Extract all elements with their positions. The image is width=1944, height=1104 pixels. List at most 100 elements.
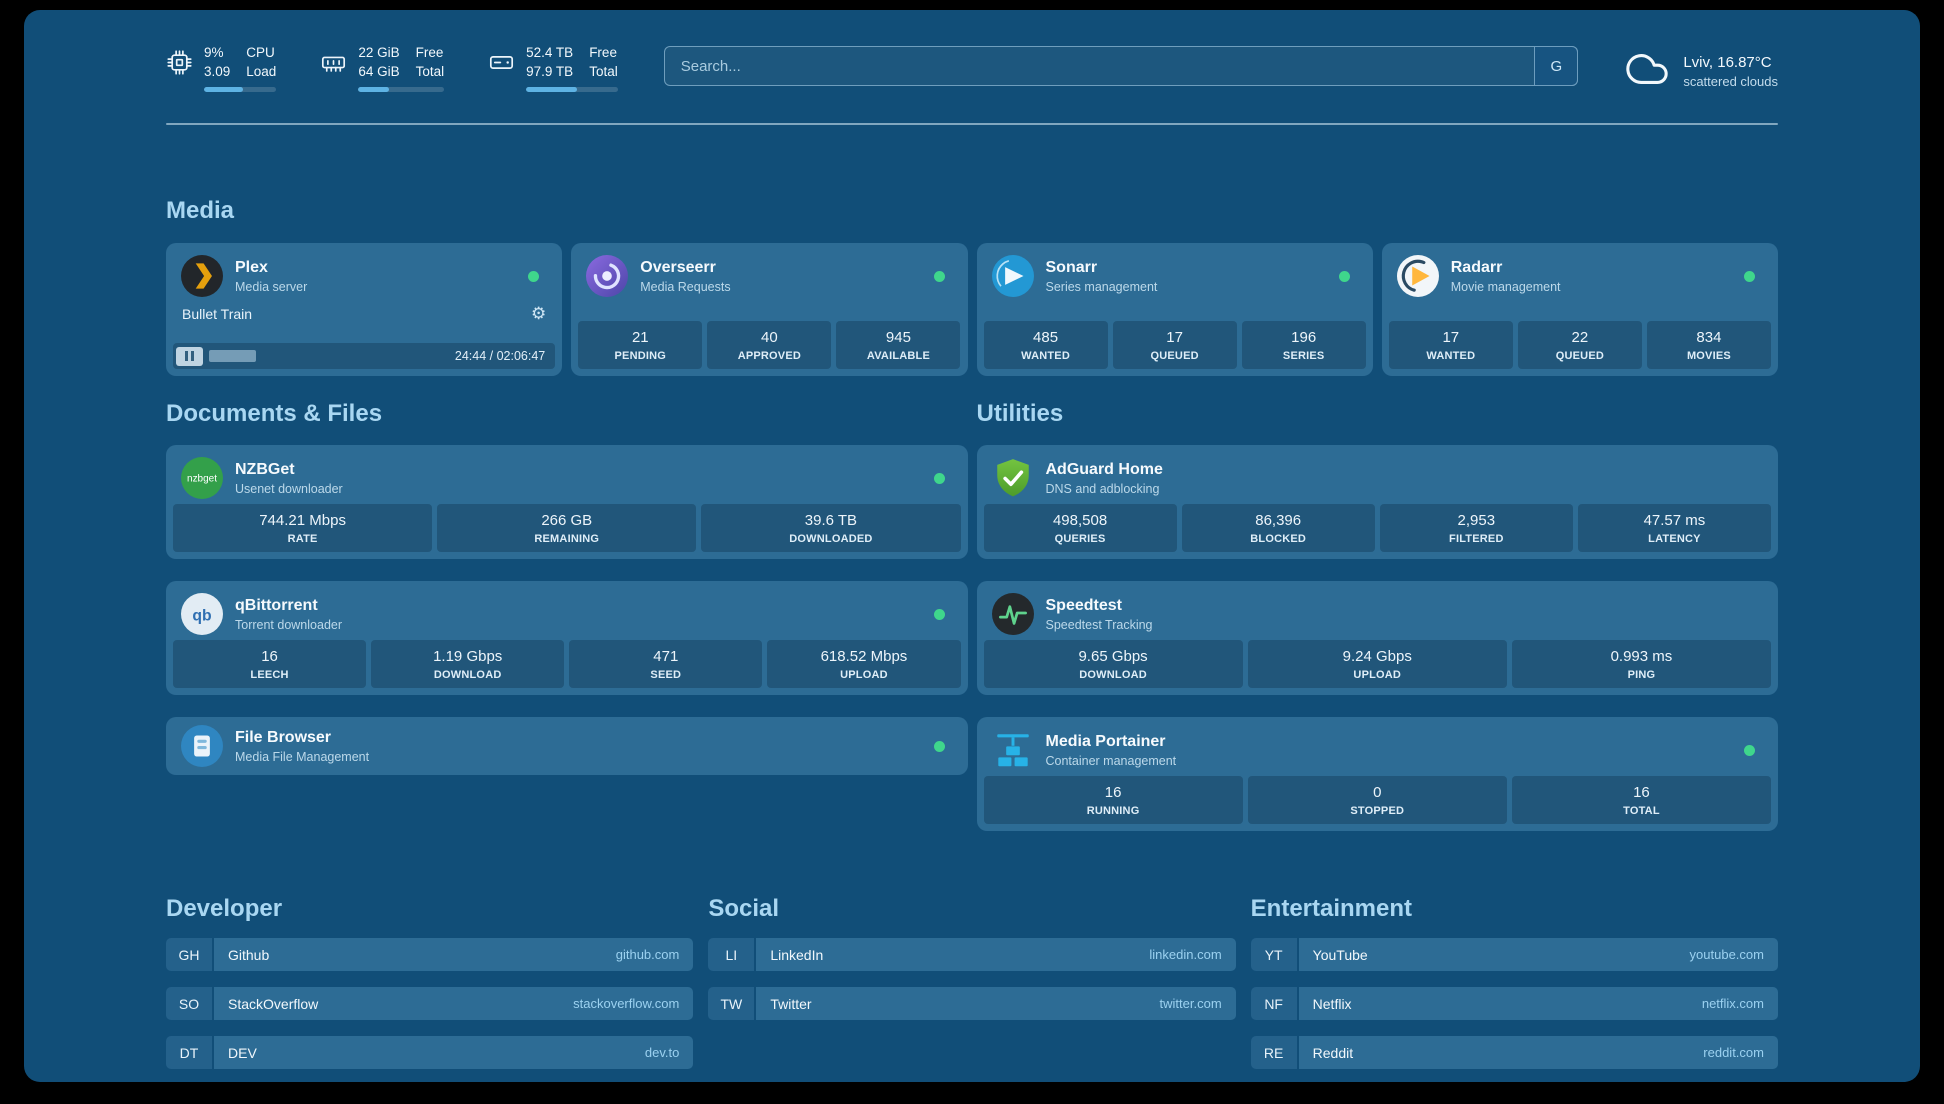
bookmark-group-developer: Developer GH Github github.com SO StackO… — [166, 895, 694, 1069]
section-documents: Documents & Files nzbget — [166, 400, 968, 775]
disk-progress-bar — [526, 86, 618, 92]
radarr-stats: 17 WANTED 22 QUEUED 834 MOVIES — [1388, 321, 1771, 369]
stat-ping: 0.993 ms PING — [1511, 640, 1772, 688]
service-name: Plex — [235, 258, 268, 276]
ram-total-value: 64 GiB — [358, 63, 400, 79]
service-card-overseerr[interactable]: Overseerr Media Requests 21 PENDING 40 A… — [571, 243, 968, 376]
stat-approved: 40 APPROVED — [707, 321, 832, 369]
bookmark-domain: linkedin.com — [1149, 947, 1222, 962]
speedtest-icon — [991, 593, 1034, 635]
top-bar: 9% 3.09 CPU Load — [166, 10, 1778, 97]
service-subtitle: Movie management — [1450, 279, 1561, 294]
service-name: Radarr — [1450, 258, 1503, 276]
service-card-qbittorrent[interactable]: qb qBittorrent Torrent downloader — [166, 581, 968, 695]
search-box: G — [663, 46, 1579, 86]
filebrowser-icon — [181, 725, 223, 767]
service-subtitle: Series management — [1045, 279, 1158, 294]
bookmark-bar: Reddit reddit.com — [1298, 1036, 1778, 1069]
nzbget-stats: 744.21 Mbps RATE 266 GB REMAINING 39.6 T… — [173, 504, 961, 552]
stat-available: 945 AVAILABLE — [836, 321, 961, 369]
service-subtitle: Usenet downloader — [235, 481, 343, 496]
service-name: AdGuard Home — [1045, 460, 1163, 478]
bookmark-linkedin[interactable]: LI LinkedIn linkedin.com — [708, 938, 1236, 971]
stat-movies: 834 MOVIES — [1646, 321, 1771, 369]
bookmark-bar: StackOverflow stackoverflow.com — [214, 987, 694, 1020]
bookmark-name: YouTube — [1312, 946, 1368, 963]
section-media: Media Plex Media server — [166, 197, 1778, 376]
status-dot — [933, 472, 945, 484]
bookmark-domain: reddit.com — [1703, 1045, 1764, 1060]
section-title-developer: Developer — [166, 895, 283, 922]
bookmark-bar: LinkedIn linkedin.com — [756, 938, 1236, 971]
stat-series: 196 SERIES — [1241, 321, 1366, 369]
service-card-adguard[interactable]: AdGuard Home DNS and adblocking 498,508 … — [976, 445, 1778, 559]
section-utilities: Utilities — [976, 400, 1778, 831]
service-card-filebrowser[interactable]: File Browser Media File Management — [166, 717, 968, 775]
disk-free-value: 52.4 TB — [526, 45, 574, 60]
playback-progress-track[interactable] — [209, 348, 449, 364]
service-card-radarr[interactable]: Radarr Movie management 17 WANTED 22 QUE… — [1381, 243, 1778, 376]
ram-total-label: Total — [415, 63, 445, 79]
bookmark-abbr: RE — [1250, 1036, 1297, 1069]
section-title-media: Media — [166, 197, 235, 224]
service-name: Media Portainer — [1045, 732, 1166, 750]
stat-queries: 498,508 QUERIES — [983, 504, 1177, 552]
weather-condition: scattered clouds — [1683, 74, 1778, 89]
service-card-speedtest[interactable]: Speedtest Speedtest Tracking 9.65 Gbps D… — [976, 581, 1778, 695]
service-subtitle: Media File Management — [235, 749, 370, 764]
service-subtitle: Container management — [1045, 753, 1177, 768]
bookmark-dev[interactable]: DT DEV dev.to — [166, 1036, 694, 1069]
service-card-portainer[interactable]: Media Portainer Container management 16 … — [976, 717, 1778, 831]
service-name: Overseerr — [640, 258, 716, 276]
bookmark-bar: Netflix netflix.com — [1298, 987, 1778, 1020]
search-provider-button[interactable]: G — [1534, 46, 1579, 86]
bookmark-twitter[interactable]: TW Twitter twitter.com — [708, 987, 1236, 1020]
service-card-nzbget[interactable]: nzbget NZBGet Usenet downloader 74 — [166, 445, 968, 559]
stat-leech: 16 LEECH — [173, 640, 367, 688]
hard-drive-icon — [488, 44, 515, 92]
bookmark-name: Github — [228, 946, 270, 963]
ram-free-value: 22 GiB — [358, 45, 400, 60]
status-dot — [1744, 270, 1755, 282]
bookmark-name: Netflix — [1312, 995, 1352, 1012]
service-subtitle: Speedtest Tracking — [1045, 617, 1153, 632]
cpu-values: 9% 3.09 — [204, 44, 230, 82]
bookmark-group-entertainment: Entertainment YT YouTube youtube.com NF … — [1250, 895, 1778, 1069]
stat-upload: 618.52 Mbps UPLOAD — [767, 640, 961, 688]
plex-icon — [181, 255, 223, 297]
portainer-stats: 16 RUNNING 0 STOPPED 16 TOTAL — [983, 776, 1772, 824]
service-subtitle: Media Requests — [640, 279, 731, 294]
bookmark-stackoverflow[interactable]: SO StackOverflow stackoverflow.com — [166, 987, 694, 1020]
bookmark-reddit[interactable]: RE Reddit reddit.com — [1250, 1036, 1778, 1069]
system-metrics: 9% 3.09 CPU Load — [166, 44, 618, 92]
service-card-plex[interactable]: Plex Media server Bullet Train ⚙ — [166, 243, 563, 376]
bookmark-netflix[interactable]: NF Netflix netflix.com — [1250, 987, 1778, 1020]
bookmark-domain: github.com — [615, 947, 680, 962]
service-name: qBittorrent — [235, 596, 318, 614]
stat-seed: 471 SEED — [569, 640, 763, 688]
gear-icon[interactable]: ⚙ — [531, 304, 547, 323]
cpu-chip-icon — [166, 44, 193, 92]
bookmark-group-social: Social LI LinkedIn linkedin.com TW Twitt… — [708, 895, 1236, 1020]
cpu-metric: 9% 3.09 CPU Load — [166, 44, 277, 92]
now-playing-title: Bullet Train — [182, 305, 253, 322]
stat-running: 16 RUNNING — [983, 776, 1243, 824]
adguard-stats: 498,508 QUERIES 86,396 BLOCKED 2,953 FIL… — [983, 504, 1771, 552]
bookmark-github[interactable]: GH Github github.com — [166, 938, 694, 971]
overseerr-icon — [586, 255, 629, 297]
section-title-documents: Documents & Files — [166, 400, 383, 427]
stat-total: 16 TOTAL — [1511, 776, 1772, 824]
bookmark-domain: stackoverflow.com — [573, 996, 680, 1011]
stat-stopped: 0 STOPPED — [1247, 776, 1507, 824]
service-name: Speedtest — [1045, 596, 1122, 614]
bookmark-youtube[interactable]: YT YouTube youtube.com — [1250, 938, 1778, 971]
qbittorrent-icon: qb — [181, 593, 223, 635]
search-input[interactable] — [663, 46, 1579, 86]
pause-button[interactable] — [176, 346, 203, 366]
stat-pending: 21 PENDING — [578, 321, 703, 369]
bookmark-bar: YouTube youtube.com — [1298, 938, 1778, 971]
service-card-sonarr[interactable]: Sonarr Series management 485 WANTED 17 Q… — [976, 243, 1373, 376]
bookmark-name: DEV — [228, 1044, 257, 1061]
bookmark-abbr: DT — [166, 1036, 212, 1069]
radarr-icon — [1396, 255, 1439, 297]
